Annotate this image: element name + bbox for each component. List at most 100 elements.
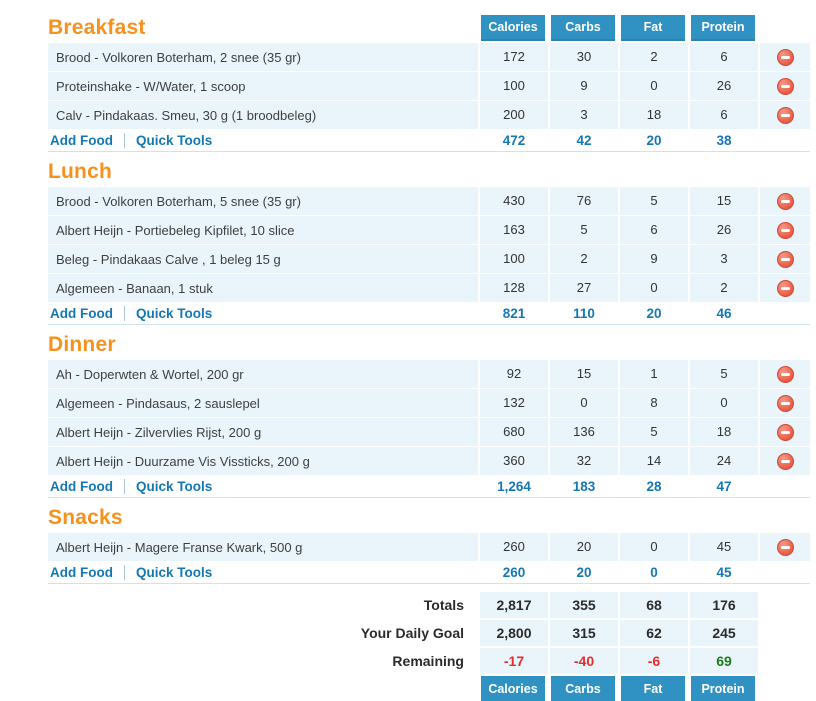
add-food-link[interactable]: Add Food	[50, 306, 113, 321]
diary-section-snacks: Snacks Albert Heijn - Magere Franse Kwark…	[48, 504, 810, 584]
food-row: Algemeen - Pindasaus, 2 sauslepel 132 0 8 0	[48, 389, 810, 417]
summary-protein: 245	[688, 620, 758, 646]
summary-label: Your Daily Goal	[360, 625, 464, 641]
food-protein: 45	[688, 533, 758, 561]
food-name[interactable]: Brood - Volkoren Boterham, 5 snee (35 gr…	[56, 193, 301, 209]
food-name[interactable]: Ah - Doperwten & Wortel, 200 gr	[56, 366, 244, 382]
section-total-fat: 28	[646, 479, 662, 494]
food-fat: 5	[618, 187, 688, 215]
summary-calories: -17	[478, 648, 548, 674]
quick-tools-link[interactable]: Quick Tools	[135, 306, 213, 321]
food-name[interactable]: Beleg - Pindakaas Calve , 1 beleg 15 g	[56, 251, 281, 267]
food-calories: 200	[478, 101, 548, 129]
food-protein: 6	[688, 101, 758, 129]
summary-row-your-daily-goal: Your Daily Goal 2,800 315 62 245	[48, 620, 810, 646]
section-links: Add Food Quick Tools	[48, 479, 478, 494]
food-carbs: 27	[548, 274, 618, 302]
quick-tools-link[interactable]: Quick Tools	[135, 479, 213, 494]
summary-carbs: -40	[548, 648, 618, 674]
delete-cell	[758, 101, 810, 129]
food-fat: 1	[618, 360, 688, 388]
delete-icon[interactable]	[776, 221, 794, 239]
food-name[interactable]: Calv - Pindakaas. Smeu, 30 g (1 broodbel…	[56, 107, 317, 123]
footer-column-header-carbs: Carbs	[551, 676, 615, 701]
summary-calories: 2,817	[478, 592, 548, 618]
section-total-calories: 472	[502, 133, 526, 148]
food-calories: 430	[478, 187, 548, 215]
food-calories: 128	[478, 274, 548, 302]
food-fat: 5	[618, 418, 688, 446]
delete-icon[interactable]	[776, 365, 794, 383]
add-food-link[interactable]: Add Food	[50, 479, 113, 494]
food-name[interactable]: Proteinshake - W/Water, 1 scoop	[56, 78, 246, 94]
food-name[interactable]: Brood - Volkoren Boterham, 2 snee (35 gr…	[56, 49, 301, 65]
food-name[interactable]: Algemeen - Banaan, 1 stuk	[56, 280, 213, 296]
food-calories: 92	[478, 360, 548, 388]
food-name[interactable]: Algemeen - Pindasaus, 2 sauslepel	[56, 395, 260, 411]
section-header-snacks: Snacks	[48, 504, 810, 531]
section-total-protein: 45	[716, 565, 732, 580]
food-protein: 2	[688, 274, 758, 302]
food-calories: 132	[478, 389, 548, 417]
delete-icon[interactable]	[776, 279, 794, 297]
footer-column-header-protein: Protein	[691, 676, 755, 701]
delete-icon[interactable]	[776, 452, 794, 470]
delete-icon[interactable]	[776, 48, 794, 66]
footer-header-spacer-right	[758, 676, 810, 701]
add-food-link[interactable]: Add Food	[50, 133, 113, 148]
food-name[interactable]: Albert Heijn - Portiebeleg Kipfilet, 10 …	[56, 222, 295, 238]
food-protein: 26	[688, 72, 758, 100]
food-row: Algemeen - Banaan, 1 stuk 128 27 0 2	[48, 274, 810, 302]
footer-header-spacer-left	[48, 676, 478, 701]
delete-icon[interactable]	[776, 77, 794, 95]
delete-icon[interactable]	[776, 250, 794, 268]
delete-icon[interactable]	[776, 423, 794, 441]
food-name[interactable]: Albert Heijn - Duurzame Vis Vissticks, 2…	[56, 453, 310, 469]
section-links: Add Food Quick Tools	[48, 306, 478, 321]
food-protein: 3	[688, 245, 758, 273]
summary-row-remaining: Remaining -17 -40 -6 69	[48, 648, 810, 674]
food-row: Beleg - Pindakaas Calve , 1 beleg 15 g 10…	[48, 245, 810, 273]
food-fat: 8	[618, 389, 688, 417]
summary-spacer	[758, 592, 810, 618]
food-calories: 360	[478, 447, 548, 475]
delete-icon[interactable]	[776, 106, 794, 124]
add-food-link[interactable]: Add Food	[50, 565, 113, 580]
food-protein: 18	[688, 418, 758, 446]
delete-icon[interactable]	[776, 394, 794, 412]
section-links: Add Food Quick Tools	[48, 565, 478, 580]
summary-carbs: 355	[548, 592, 618, 618]
section-header-breakfast: Breakfast Calories Carbs Fat Protein	[48, 14, 810, 41]
food-calories: 680	[478, 418, 548, 446]
food-carbs: 76	[548, 187, 618, 215]
diary-section-dinner: Dinner Ah - Doperwten & Wortel, 200 gr 92 1…	[48, 331, 810, 498]
food-fat: 0	[618, 533, 688, 561]
summary-fat: -6	[618, 648, 688, 674]
food-row: Brood - Volkoren Boterham, 5 snee (35 gr…	[48, 187, 810, 215]
link-divider	[123, 133, 125, 148]
quick-tools-link[interactable]: Quick Tools	[135, 565, 213, 580]
food-protein: 26	[688, 216, 758, 244]
section-title-snacks: Snacks	[48, 506, 123, 529]
section-footer-lunch: Add Food Quick Tools 821 110 20 46	[48, 303, 810, 325]
delete-icon[interactable]	[776, 538, 794, 556]
food-row: Albert Heijn - Magere Franse Kwark, 500 …	[48, 533, 810, 561]
delete-cell	[758, 72, 810, 100]
section-total-carbs: 110	[573, 306, 595, 321]
summary-protein: 176	[688, 592, 758, 618]
delete-cell	[758, 360, 810, 388]
section-total-fat: 20	[646, 133, 662, 148]
link-divider	[123, 306, 125, 321]
quick-tools-link[interactable]: Quick Tools	[135, 133, 213, 148]
section-total-protein: 38	[716, 133, 732, 148]
delete-cell	[758, 389, 810, 417]
section-title-breakfast: Breakfast	[48, 16, 146, 39]
delete-icon[interactable]	[776, 192, 794, 210]
food-carbs: 136	[548, 418, 618, 446]
food-name[interactable]: Albert Heijn - Magere Franse Kwark, 500 …	[56, 539, 303, 555]
food-name[interactable]: Albert Heijn - Zilvervlies Rijst, 200 g	[56, 424, 262, 440]
delete-cell	[758, 418, 810, 446]
summary-spacer	[758, 620, 810, 646]
section-title-lunch: Lunch	[48, 160, 112, 183]
